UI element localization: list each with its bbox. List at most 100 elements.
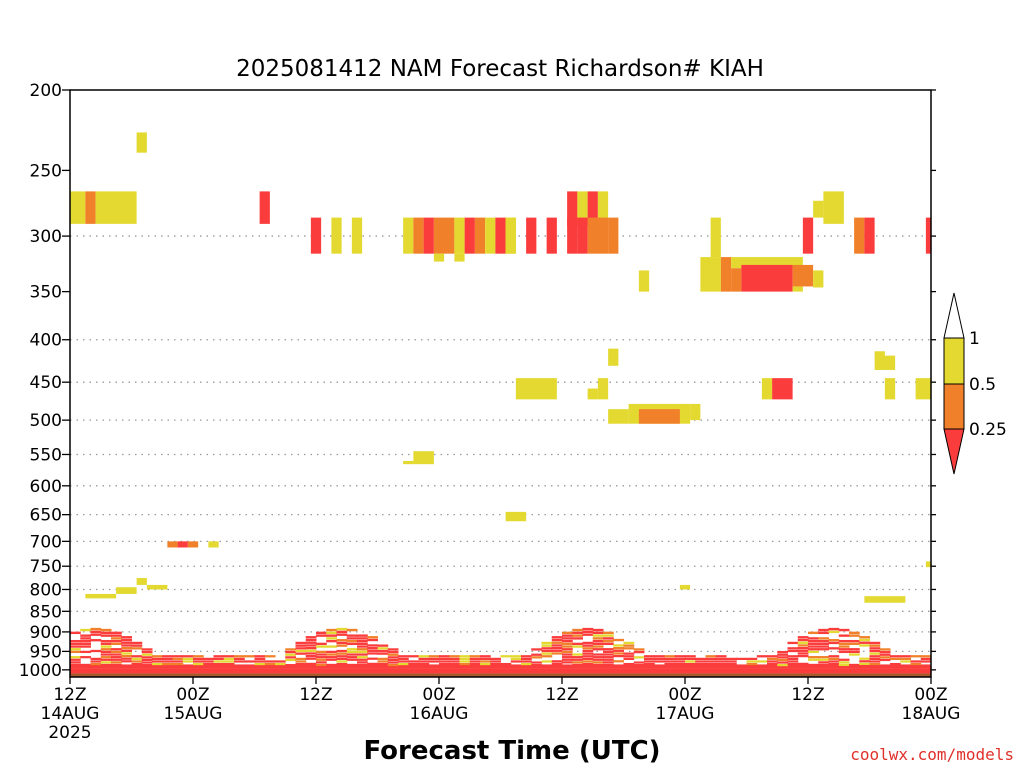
heatmap-cell — [111, 634, 122, 637]
heatmap-cell — [715, 655, 727, 658]
heatmap-cell — [592, 631, 604, 635]
heatmap-cell — [633, 656, 645, 659]
heatmap-cell — [254, 657, 266, 661]
heatmap-cell — [469, 660, 481, 663]
heatmap-cell — [413, 217, 424, 254]
heatmap-cell — [357, 642, 368, 646]
heatmap-cell — [500, 662, 512, 666]
heatmap-cell — [316, 634, 327, 637]
heatmap-cell — [633, 648, 645, 651]
heatmap-cell — [285, 650, 296, 654]
heatmap-cell — [562, 650, 573, 654]
heatmap-cell — [367, 644, 378, 647]
heatmap-cell — [346, 642, 358, 646]
heatmap-cell — [70, 658, 81, 661]
heatmap-cell — [275, 660, 286, 663]
heatmap-cell — [377, 662, 389, 666]
heatmap-cell — [141, 664, 153, 667]
heatmap-cell — [592, 639, 604, 643]
heatmap-cell — [582, 644, 594, 647]
heatmap-cell — [70, 656, 81, 659]
y-tick-label: 800 — [30, 580, 62, 600]
heatmap-cell — [162, 657, 173, 661]
heatmap-cell — [879, 653, 891, 656]
heatmap-cell — [603, 634, 614, 637]
heatmap-cell — [613, 654, 624, 658]
heatmap-cell — [685, 657, 696, 661]
heatmap-cell — [136, 132, 147, 153]
heatmap-cell — [572, 656, 583, 659]
heatmap-cell — [70, 639, 81, 643]
heatmap-cell — [715, 660, 727, 663]
heatmap-cell — [439, 657, 450, 661]
heatmap-cell — [152, 655, 163, 658]
color-legend: 1 0.5 0.25 — [943, 292, 1007, 475]
heatmap-cell — [469, 655, 481, 658]
heatmap-cell — [828, 647, 840, 650]
heatmap-cell — [336, 660, 348, 663]
heatmap-cell — [777, 658, 788, 662]
heatmap-cell — [326, 656, 337, 659]
heatmap-cell — [603, 639, 614, 643]
heatmap-cell — [316, 663, 327, 667]
heatmap-cell — [787, 660, 799, 663]
heatmap-cell — [582, 652, 594, 655]
heatmap-cell — [121, 646, 132, 650]
heatmap-cell — [295, 641, 307, 645]
heatmap-cell — [367, 636, 378, 639]
heatmap-cell — [305, 636, 317, 639]
heatmap-cell — [234, 655, 245, 658]
heatmap-cell — [705, 657, 717, 661]
heatmap-cell — [398, 657, 409, 661]
heatmap-cell — [80, 637, 91, 640]
heatmap-cell — [264, 660, 276, 663]
heatmap-cell — [152, 660, 163, 663]
heatmap-cell — [731, 268, 742, 292]
heatmap-cell — [480, 655, 491, 658]
heatmap-cell — [433, 217, 455, 254]
heatmap-cell — [597, 378, 609, 400]
heatmap-cell — [592, 656, 604, 659]
heatmap-cell — [746, 660, 758, 663]
heatmap-cell — [454, 217, 465, 254]
heatmap-cell — [387, 648, 399, 651]
heatmap-cell — [818, 631, 829, 635]
heatmap-cell — [285, 656, 296, 659]
heatmap-cell — [316, 650, 327, 654]
heatmap-cells — [70, 132, 931, 674]
heatmap-cell — [767, 657, 778, 661]
heatmap-cell — [70, 661, 81, 664]
heatmap-cell — [592, 658, 604, 661]
heatmap-cell — [193, 662, 204, 666]
heatmap-cell — [70, 648, 81, 651]
heatmap-cell — [167, 541, 178, 548]
heatmap-cell — [295, 652, 307, 655]
heatmap-cell — [377, 652, 389, 655]
x-tick-label: 14AUG — [41, 704, 100, 724]
y-tick-label: 200 — [30, 81, 62, 101]
heatmap-cell — [346, 628, 358, 632]
heatmap-cell — [162, 662, 173, 666]
heatmap-cell — [111, 653, 122, 656]
heatmap-cell — [316, 631, 327, 635]
heatmap-cell — [295, 647, 307, 650]
heatmap-cell — [285, 664, 296, 667]
heatmap-cell — [587, 191, 598, 227]
heatmap-cell — [777, 661, 788, 664]
heatmap-cell — [838, 658, 850, 661]
heatmap-cell — [767, 662, 778, 666]
heatmap-cell — [295, 657, 307, 661]
heatmap-cell — [818, 661, 829, 664]
heatmap-cell — [521, 657, 532, 661]
heatmap-cell — [111, 648, 122, 651]
heatmap-cell — [346, 637, 358, 640]
heatmap-cell — [70, 631, 81, 635]
heatmap-cell — [582, 641, 594, 645]
y-tick-label: 700 — [30, 532, 62, 552]
heatmap-cell — [326, 663, 337, 667]
heatmap-cell — [121, 644, 132, 647]
heatmap-cell — [162, 660, 173, 663]
heatmap-cell — [551, 662, 563, 665]
heatmap-cell — [644, 657, 655, 661]
heatmap-cell — [808, 631, 819, 635]
